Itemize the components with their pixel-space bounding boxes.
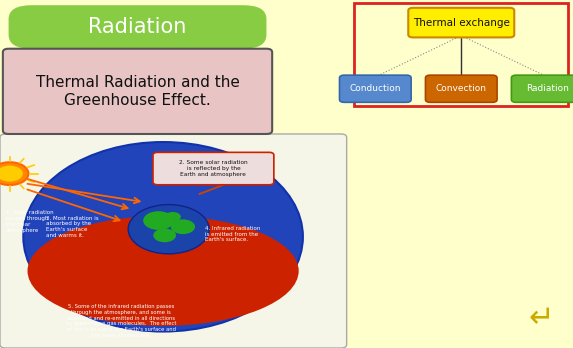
FancyBboxPatch shape: [153, 152, 274, 185]
Text: 4. Infrared radiation
is emitted from the
Earth's surface.: 4. Infrared radiation is emitted from th…: [205, 226, 261, 243]
Circle shape: [143, 211, 174, 230]
FancyBboxPatch shape: [339, 75, 411, 102]
FancyBboxPatch shape: [425, 75, 497, 102]
Circle shape: [154, 228, 176, 242]
Text: Radiation: Radiation: [88, 17, 187, 37]
Text: Radiation: Radiation: [526, 84, 568, 93]
Ellipse shape: [23, 142, 303, 332]
Text: Thermal Radiation and the
Greenhouse Effect.: Thermal Radiation and the Greenhouse Eff…: [36, 75, 240, 108]
Circle shape: [0, 166, 23, 182]
Text: Conduction: Conduction: [350, 84, 401, 93]
Text: 3. Most radiation is
absorbed by the
Earth's surface
and warms it.: 3. Most radiation is absorbed by the Ear…: [46, 215, 99, 238]
FancyBboxPatch shape: [408, 8, 514, 37]
Circle shape: [128, 205, 209, 254]
Ellipse shape: [28, 216, 299, 326]
Text: 5. Some of the infrared radiation passes
through the atmosphere, and some is
abs: 5. Some of the infrared radiation passes…: [66, 304, 176, 338]
FancyBboxPatch shape: [9, 5, 266, 49]
Circle shape: [0, 162, 29, 185]
Text: 2. Some solar radiation
is reflected by the
Earth and atmosphere: 2. Some solar radiation is reflected by …: [179, 160, 248, 177]
Text: Convection: Convection: [435, 84, 487, 93]
FancyBboxPatch shape: [3, 49, 272, 134]
Circle shape: [171, 219, 195, 234]
FancyBboxPatch shape: [0, 134, 347, 348]
Text: 1. Solar radiation
passes through
the clear
atmosphere: 1. Solar radiation passes through the cl…: [6, 211, 53, 233]
FancyBboxPatch shape: [511, 75, 573, 102]
Text: Thermal exchange: Thermal exchange: [413, 18, 510, 27]
Circle shape: [164, 212, 181, 222]
FancyBboxPatch shape: [354, 3, 568, 106]
Text: ↵: ↵: [529, 304, 554, 333]
